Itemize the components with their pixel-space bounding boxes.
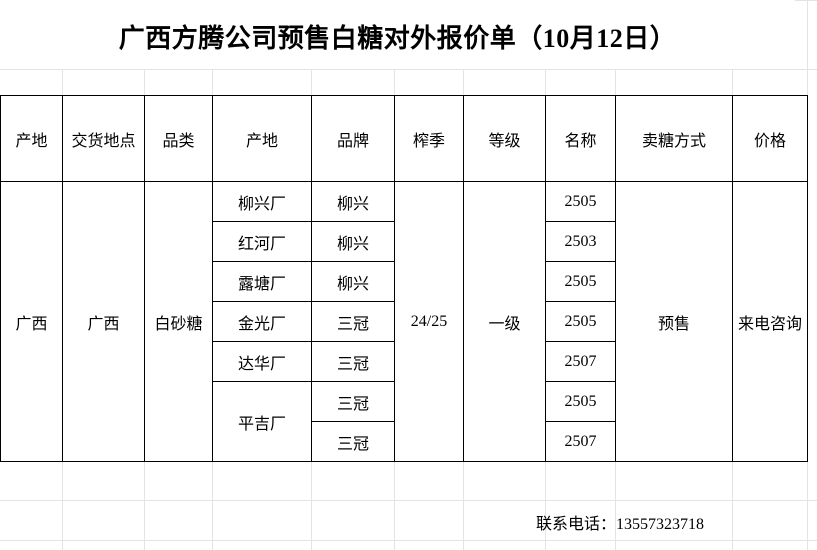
season-cell: 24/25 bbox=[394, 181, 464, 462]
table-row: 金光厂 三冠 2505 bbox=[1, 301, 808, 342]
origin-cell: 广西 bbox=[0, 181, 63, 462]
grade-cell: 一级 bbox=[463, 181, 546, 462]
name-cell: 2505 bbox=[545, 181, 616, 222]
brand-cell: 三冠 bbox=[311, 421, 395, 462]
header-row: 产地 交货地点 品类 产地 品牌 榨季 等级 名称 卖糖方式 价格 bbox=[0, 95, 808, 182]
header-brand: 品牌 bbox=[311, 95, 395, 182]
table-row: 三冠 2507 bbox=[1, 421, 808, 462]
brand-cell: 柳兴 bbox=[311, 181, 395, 222]
name-cell: 2505 bbox=[545, 381, 616, 422]
name-cell: 2503 bbox=[545, 221, 616, 262]
mill-cell: 柳兴厂 bbox=[212, 181, 312, 222]
brand-cell: 柳兴 bbox=[311, 261, 395, 302]
name-cell: 2507 bbox=[545, 421, 616, 462]
brand-cell: 三冠 bbox=[311, 381, 395, 422]
mill-cell: 平吉厂 bbox=[212, 381, 312, 462]
brand-cell: 三冠 bbox=[311, 341, 395, 382]
page-title: 广西方腾公司预售白糖对外报价单（10月12日） bbox=[0, 0, 795, 69]
table-row: 广西 广西 白砂糖 柳兴厂 柳兴 24/25 一级 2505 预售 来电咨询 bbox=[0, 181, 808, 462]
mill-cell: 金光厂 bbox=[212, 301, 312, 342]
header-name: 名称 bbox=[545, 95, 616, 182]
header-delivery: 交货地点 bbox=[62, 95, 145, 182]
table-row: 露塘厂 柳兴 2505 bbox=[1, 261, 808, 302]
header-sale-method: 卖糖方式 bbox=[615, 95, 733, 182]
name-cell: 2507 bbox=[545, 341, 616, 382]
name-cell: 2505 bbox=[545, 301, 616, 342]
brand-cell: 三冠 bbox=[311, 301, 395, 342]
table-row: 达华厂 三冠 2507 bbox=[1, 341, 808, 382]
header-grade: 等级 bbox=[463, 95, 546, 182]
mill-cell: 达华厂 bbox=[212, 341, 312, 382]
brand-cell: 柳兴 bbox=[311, 221, 395, 262]
price-table: 产地 交货地点 品类 产地 品牌 榨季 等级 名称 卖糖方式 价格 广西 广西 … bbox=[0, 95, 808, 462]
contact-phone: 联系电话：13557323718 bbox=[536, 516, 705, 533]
category-cell: 白砂糖 bbox=[144, 181, 213, 462]
price-cell: 来电咨询 bbox=[732, 181, 808, 462]
sale-method-cell: 预售 bbox=[615, 181, 733, 462]
mill-cell: 红河厂 bbox=[212, 221, 312, 262]
header-origin: 产地 bbox=[0, 95, 63, 182]
header-category: 品类 bbox=[144, 95, 213, 182]
delivery-cell: 广西 bbox=[62, 181, 145, 462]
mill-cell: 露塘厂 bbox=[212, 261, 312, 302]
header-price: 价格 bbox=[732, 95, 808, 182]
name-cell: 2505 bbox=[545, 261, 616, 302]
table-row: 红河厂 柳兴 2503 bbox=[1, 221, 808, 262]
header-season: 榨季 bbox=[394, 95, 464, 182]
header-mill: 产地 bbox=[212, 95, 312, 182]
